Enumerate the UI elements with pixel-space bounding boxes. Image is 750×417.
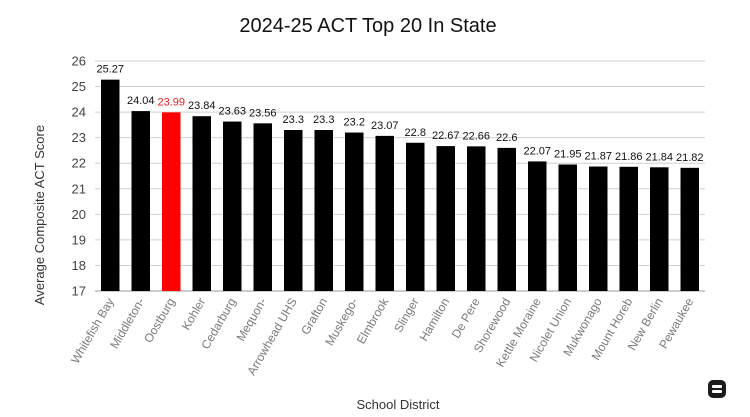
data-labels: 25.27 24.04 23.99 23.84 23.63 23.56 23.3 23.3 23…	[96, 64, 703, 164]
x-axis-title: School District	[356, 397, 439, 412]
bar	[314, 130, 333, 291]
data-label: 22.6	[496, 132, 517, 144]
y-axis-ticks: 17 18 19 20 21 22 23 24 25 26	[72, 54, 86, 299]
bar	[345, 132, 364, 291]
x-tick-label: Grafton	[298, 296, 330, 338]
x-tick-label: Kohler	[179, 295, 208, 332]
data-label: 23.07	[371, 120, 399, 132]
data-label: 23.56	[249, 107, 277, 119]
bar	[619, 166, 638, 291]
bar	[528, 161, 547, 291]
data-label: 21.82	[676, 152, 704, 164]
bar	[284, 130, 303, 291]
bar	[192, 116, 211, 291]
y-tick-label: 19	[72, 232, 86, 247]
bar	[162, 112, 181, 291]
x-tick-label: De Pere	[449, 295, 483, 340]
bar	[467, 146, 486, 291]
data-label: 23.99	[157, 96, 185, 108]
bars	[101, 79, 699, 292]
bar	[650, 167, 669, 291]
data-label: 24.04	[127, 95, 155, 107]
x-tick-label: Slinger	[391, 296, 422, 335]
data-label: 22.07	[523, 145, 551, 157]
bar	[680, 167, 699, 291]
bar	[406, 142, 425, 291]
bar	[253, 123, 272, 291]
toggle-icon[interactable]	[708, 380, 726, 398]
data-label: 23.3	[313, 114, 334, 126]
y-tick-label: 22	[72, 156, 86, 171]
data-label: 22.8	[405, 127, 426, 139]
bar	[436, 146, 455, 291]
y-tick-label: 23	[72, 130, 86, 145]
bar	[589, 166, 608, 291]
x-tick-label: Whitefish Bay	[68, 296, 117, 367]
bar	[558, 164, 577, 291]
gridlines	[95, 60, 705, 292]
bar	[375, 135, 394, 291]
y-tick-label: 26	[72, 54, 86, 69]
chart-title: 2024-25 ACT Top 20 In State	[239, 15, 496, 37]
x-tick-label: Hamilton	[417, 296, 453, 344]
data-label: 23.2	[344, 117, 365, 129]
y-tick-label: 25	[72, 79, 86, 94]
bar	[101, 79, 120, 292]
data-label: 21.84	[645, 151, 673, 163]
y-tick-label: 18	[72, 258, 86, 273]
data-label: 21.87	[584, 151, 612, 163]
y-axis-title: Average Composite ACT Score	[32, 125, 47, 305]
y-tick-label: 24	[72, 105, 86, 120]
data-label: 23.3	[283, 114, 304, 126]
bar	[131, 111, 150, 291]
data-label: 21.86	[615, 151, 643, 163]
data-label: 22.66	[462, 130, 490, 142]
y-tick-label: 21	[72, 181, 86, 196]
data-label: 21.95	[554, 149, 582, 161]
data-label: 22.67	[432, 130, 460, 142]
bar	[223, 121, 242, 291]
y-tick-label: 20	[72, 207, 86, 222]
y-tick-label: 17	[72, 284, 86, 299]
data-label: 25.27	[96, 64, 124, 76]
data-label: 23.84	[188, 100, 216, 112]
bar	[497, 147, 516, 291]
data-label: 23.63	[218, 106, 246, 118]
